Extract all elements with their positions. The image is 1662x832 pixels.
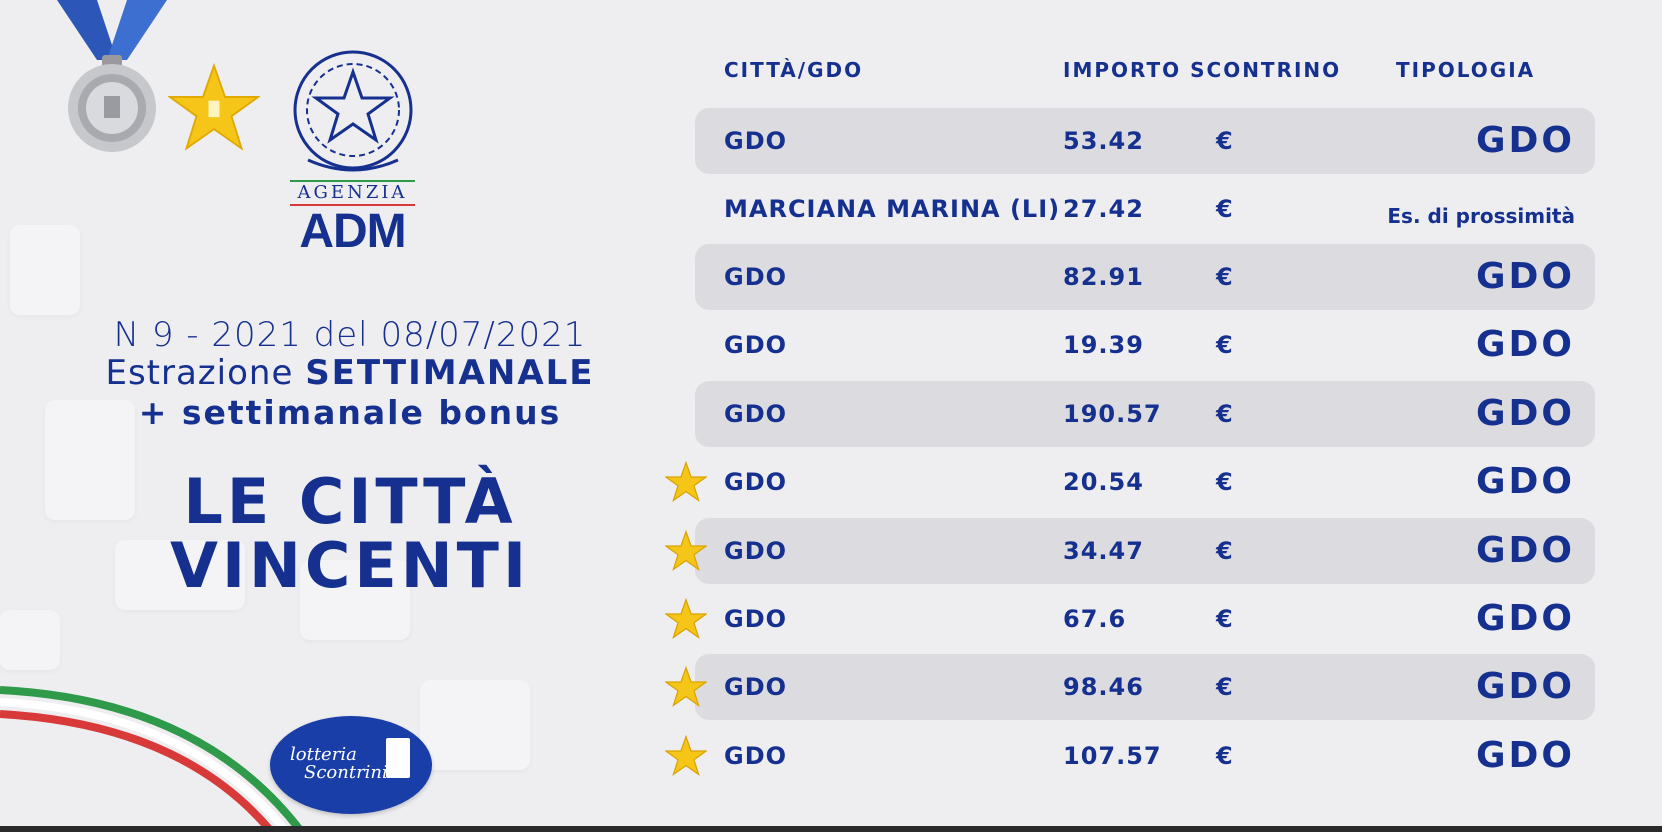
table-row: GDO 53.42 € GDO <box>695 108 1595 174</box>
agency-label: AGENZIA <box>290 180 415 206</box>
city-cell: GDO <box>724 400 788 428</box>
type-cell: GDO <box>1475 735 1575 776</box>
amount-cell: 53.42 <box>1063 127 1144 155</box>
city-cell: GDO <box>724 331 788 359</box>
table-row: MARCIANA MARINA (LI) 27.42 € Es. di prossim… <box>695 176 1595 242</box>
type-cell: GDO <box>1475 324 1575 365</box>
currency-cell: € <box>1216 468 1233 496</box>
city-cell: GDO <box>724 468 788 496</box>
ticket-icon <box>386 738 410 778</box>
lottery-logo-line1: lotteria <box>290 744 357 765</box>
gold-star-icon <box>168 62 260 151</box>
republic-emblem-icon <box>293 50 413 172</box>
currency-cell: € <box>1216 537 1233 565</box>
city-cell: GDO <box>724 742 788 770</box>
table-row: GDO 20.54 € GDO <box>665 449 1595 515</box>
draw-type: Estrazione SETTIMANALE <box>60 354 640 392</box>
gold-star-icon <box>665 598 707 640</box>
column-header-city: CITTÀ/GDO <box>724 58 864 82</box>
amount-cell: 19.39 <box>1063 331 1144 359</box>
lottery-logo: lotteria Scontrini <box>270 716 432 814</box>
gold-star-icon <box>665 530 707 572</box>
amount-cell: 20.54 <box>1063 468 1144 496</box>
background-tile <box>45 400 135 520</box>
page-title-line2: VINCENTI <box>169 529 531 602</box>
lottery-logo-text: lotteria Scontrini <box>290 746 388 782</box>
background-tile <box>0 610 60 670</box>
gold-star-icon <box>665 666 707 708</box>
type-cell: Es. di prossimità <box>1387 204 1575 228</box>
currency-cell: € <box>1216 605 1233 633</box>
lottery-logo-line2: Scontrini <box>304 762 388 783</box>
city-cell: GDO <box>724 673 788 701</box>
type-cell: GDO <box>1475 598 1575 639</box>
table-row: GDO 67.6 € GDO <box>665 586 1595 652</box>
type-cell: GDO <box>1475 120 1575 161</box>
background-tile <box>115 540 245 610</box>
draw-number: N 9 - 2021 del 08/07/2021 <box>113 315 587 355</box>
type-cell: GDO <box>1475 530 1575 571</box>
draw-type-prefix: Estrazione <box>105 353 306 393</box>
currency-cell: € <box>1216 673 1233 701</box>
amount-cell: 34.47 <box>1063 537 1144 565</box>
italian-flag-ribbon <box>0 686 304 830</box>
amount-cell: 190.57 <box>1063 400 1162 428</box>
amount-cell: 98.46 <box>1063 673 1144 701</box>
city-cell: GDO <box>724 537 788 565</box>
currency-cell: € <box>1216 263 1233 291</box>
gold-star-icon <box>665 735 707 777</box>
city-cell: GDO <box>724 127 788 155</box>
type-cell: GDO <box>1475 666 1575 707</box>
table-row: GDO 82.91 € GDO <box>695 244 1595 310</box>
draw-bonus: + settimanale bonus <box>138 393 562 432</box>
column-header-amount: IMPORTO SCONTRINO <box>1063 58 1342 82</box>
agency-acronym: ADM <box>299 205 406 258</box>
table-row: GDO 34.47 € GDO <box>665 518 1595 584</box>
background-tile <box>10 225 80 315</box>
currency-cell: € <box>1216 400 1233 428</box>
city-cell: GDO <box>724 605 788 633</box>
type-cell: GDO <box>1475 461 1575 502</box>
amount-cell: 82.91 <box>1063 263 1144 291</box>
currency-cell: € <box>1216 127 1233 155</box>
amount-cell: 27.42 <box>1063 195 1144 223</box>
amount-cell: 107.57 <box>1063 742 1162 770</box>
type-cell: GDO <box>1475 256 1575 297</box>
background-tile <box>300 560 410 640</box>
table-row: GDO 98.46 € GDO <box>665 654 1595 720</box>
background-tile <box>420 680 530 770</box>
bottom-bar <box>0 826 1662 832</box>
gold-star-icon <box>665 461 707 503</box>
table-row: GDO 107.57 € GDO <box>665 723 1595 789</box>
column-header-type: TIPOLOGIA <box>1396 58 1536 82</box>
amount-cell: 67.6 <box>1063 605 1127 633</box>
page-title: LE CITTÀ VINCENTI <box>60 470 640 598</box>
currency-cell: € <box>1216 195 1233 223</box>
type-cell: GDO <box>1475 393 1575 434</box>
currency-cell: € <box>1216 331 1233 359</box>
table-row: GDO 19.39 € GDO <box>695 312 1595 378</box>
currency-cell: € <box>1216 742 1233 770</box>
page-title-line1: LE CITTÀ <box>183 465 517 538</box>
draw-info: N 9 - 2021 del 08/07/2021 Estrazione SET… <box>60 316 640 434</box>
city-cell: GDO <box>724 263 788 291</box>
draw-type-bold: SETTIMANALE <box>305 353 595 393</box>
table-row: GDO 190.57 € GDO <box>695 381 1595 447</box>
city-cell: MARCIANA MARINA (LI) <box>724 195 1061 223</box>
silver-medal-icon <box>57 0 167 152</box>
